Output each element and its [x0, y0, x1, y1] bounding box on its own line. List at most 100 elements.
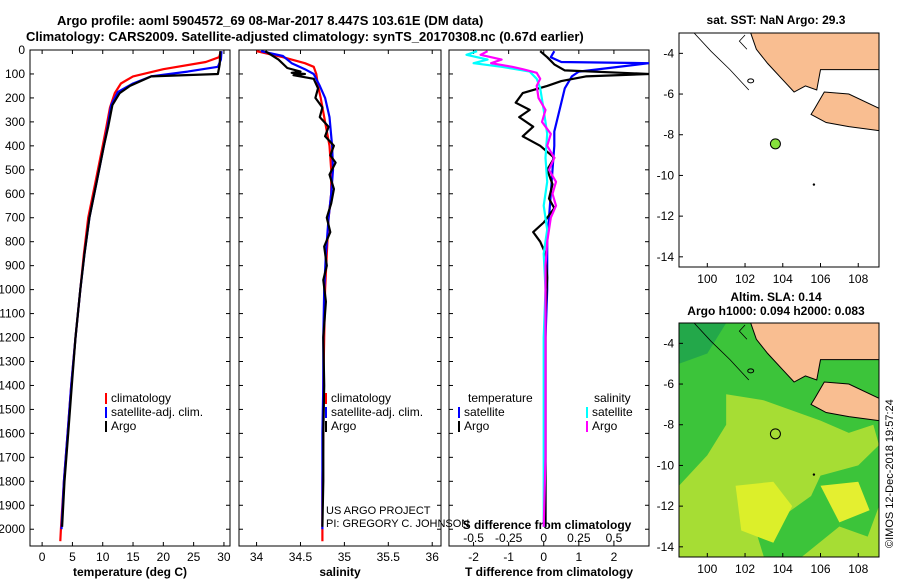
sst-map-panel: 100 102 104 106 108 -4 -6 -8 -10 -12 -14 sat. SST: … [657, 13, 880, 286]
title-line-1: Argo profile: aoml 5904572_69 08-Mar-201… [57, 13, 484, 28]
sla-map-title-line-1: Altim. SLA: 0.14 [730, 290, 822, 304]
sla-high-region [735, 481, 793, 543]
land-enggano [747, 368, 755, 374]
legend-label: satellite-adj. clim. [331, 405, 423, 419]
legend-label: Argo [464, 419, 490, 433]
y-tick-label: 1000 [0, 283, 25, 297]
sst-map-frame [678, 32, 880, 268]
x-tick-label: 5 [69, 550, 76, 564]
map-y-tick-label: -4 [663, 336, 674, 350]
legend-label: climatology [111, 391, 171, 405]
x-tick-label: 2 [611, 550, 618, 564]
y-tick-label: 1900 [0, 498, 25, 512]
temperature-plot-frame [29, 49, 231, 547]
legend-label: Argo [111, 419, 137, 433]
map-y-tick-label: -8 [663, 418, 674, 432]
map-y-tick-label: -10 [657, 168, 675, 182]
x-top-tick-label: -0.5 [463, 531, 484, 545]
y-tick-label: 0 [18, 43, 25, 57]
map-y-tick-label: -6 [663, 377, 674, 391]
shelf-contour [738, 34, 748, 50]
salinity-panel: 34 34.5 35 35.5 36 salinity climatologysatelli… [238, 49, 442, 579]
y-tick-label: 600 [5, 187, 25, 201]
x-top-tick-label: 0.25 [567, 531, 591, 545]
y-tick-label: 100 [5, 67, 25, 81]
map-y-tick-label: -8 [663, 128, 674, 142]
land-enggano [747, 78, 755, 84]
difference-panel: -2 -1 0 1 2 -0.5 -0.25 0 0.25 0.5S difference fro… [448, 49, 650, 579]
y-tick-label: 300 [5, 115, 25, 129]
argo-position-marker [769, 138, 781, 150]
map-x-tick-label: 100 [697, 562, 717, 576]
x-axis-label: T difference from climatology [465, 565, 633, 579]
sst-map-title: sat. SST: NaN Argo: 29.3 [707, 13, 846, 27]
legend-title-salinity: salinity [594, 391, 631, 405]
salinity-plot-frame [238, 49, 442, 547]
x-axis-label: temperature (deg C) [73, 565, 187, 579]
map-x-tick-label: 106 [810, 562, 830, 576]
x-axis-label: salinity [319, 565, 361, 579]
sla-anomaly-region [679, 394, 879, 557]
map-x-tick-label: 106 [810, 272, 830, 286]
map-x-tick-label: 108 [848, 272, 868, 286]
map-y-tick-label: -12 [657, 499, 675, 513]
sla-map-frame [678, 322, 880, 558]
x-tick-label: 35 [338, 550, 352, 564]
sla-map-title-line-2: Argo h1000: 0.094 h2000: 0.083 [687, 304, 865, 318]
series-line-argo [61, 51, 222, 527]
legend-label: climatology [331, 391, 391, 405]
y-tick-label: 200 [5, 91, 25, 105]
x-top-axis-label: S difference from climatology [463, 518, 632, 532]
y-tick-label: 1400 [0, 378, 25, 392]
map-x-tick-label: 100 [697, 272, 717, 286]
map-x-tick-label: 104 [773, 562, 793, 576]
map-x-tick-label: 102 [735, 272, 755, 286]
y-tick-label: 1600 [0, 426, 25, 440]
x-tick-label: 36 [426, 550, 440, 564]
land-sumatra [750, 33, 879, 93]
sst-map-map-body [679, 33, 879, 267]
sla-low-region [679, 323, 727, 364]
x-tick-label: 25 [187, 550, 201, 564]
title-line-2: Climatology: CARS2009. Satellite-adjuste… [26, 29, 584, 44]
shelf-contour [738, 324, 748, 340]
sla-map-panel: 100 102 104 106 108 -4 -6 -8 -10 -12 -14 Altim. SLA… [657, 290, 880, 576]
x-tick-label: -1 [503, 550, 514, 564]
y-tick-label: 1700 [0, 450, 25, 464]
map-x-tick-label: 108 [848, 562, 868, 576]
legend-label: Argo [592, 419, 618, 433]
sla-map-map-body [679, 323, 879, 557]
temperature-panel: 0 5 10 15 20 25 300100200300400500600700800900… [0, 43, 231, 579]
y-tick-label: 1200 [0, 331, 25, 345]
x-top-tick-label: -0.25 [495, 531, 523, 545]
legend-label: satellite-adj. clim. [111, 405, 203, 419]
x-tick-label: 1 [575, 550, 582, 564]
y-tick-label: 900 [5, 259, 25, 273]
y-tick-label: 800 [5, 235, 25, 249]
x-tick-label: 34.5 [289, 550, 313, 564]
legend-label: satellite [592, 405, 633, 419]
y-tick-label: 1500 [0, 402, 25, 416]
x-tick-label: 30 [217, 550, 231, 564]
x-top-tick-label: 0.5 [606, 531, 623, 545]
salinity-series-group [256, 50, 337, 542]
y-tick-label: 400 [5, 139, 25, 153]
x-tick-label: 34 [250, 550, 264, 564]
credit-pi: PI: GREGORY C. JOHNSON [326, 518, 470, 530]
x-tick-label: 0 [540, 550, 547, 564]
difference-plot-frame [448, 49, 650, 547]
land-sumatra [750, 323, 879, 383]
map-x-tick-label: 104 [773, 272, 793, 286]
legend-title-temperature: temperature [468, 391, 533, 405]
x-tick-label: 20 [157, 550, 171, 564]
map-y-tick-label: -12 [657, 209, 675, 223]
y-tick-label: 1300 [0, 354, 25, 368]
temperature-series-group [59, 50, 223, 542]
shelf-contour [693, 33, 750, 91]
y-tick-label: 700 [5, 211, 25, 225]
y-tick-label: 1100 [0, 307, 25, 321]
land-christmas-island [812, 473, 816, 476]
x-tick-label: 35.5 [377, 550, 401, 564]
y-tick-label: 1800 [0, 474, 25, 488]
